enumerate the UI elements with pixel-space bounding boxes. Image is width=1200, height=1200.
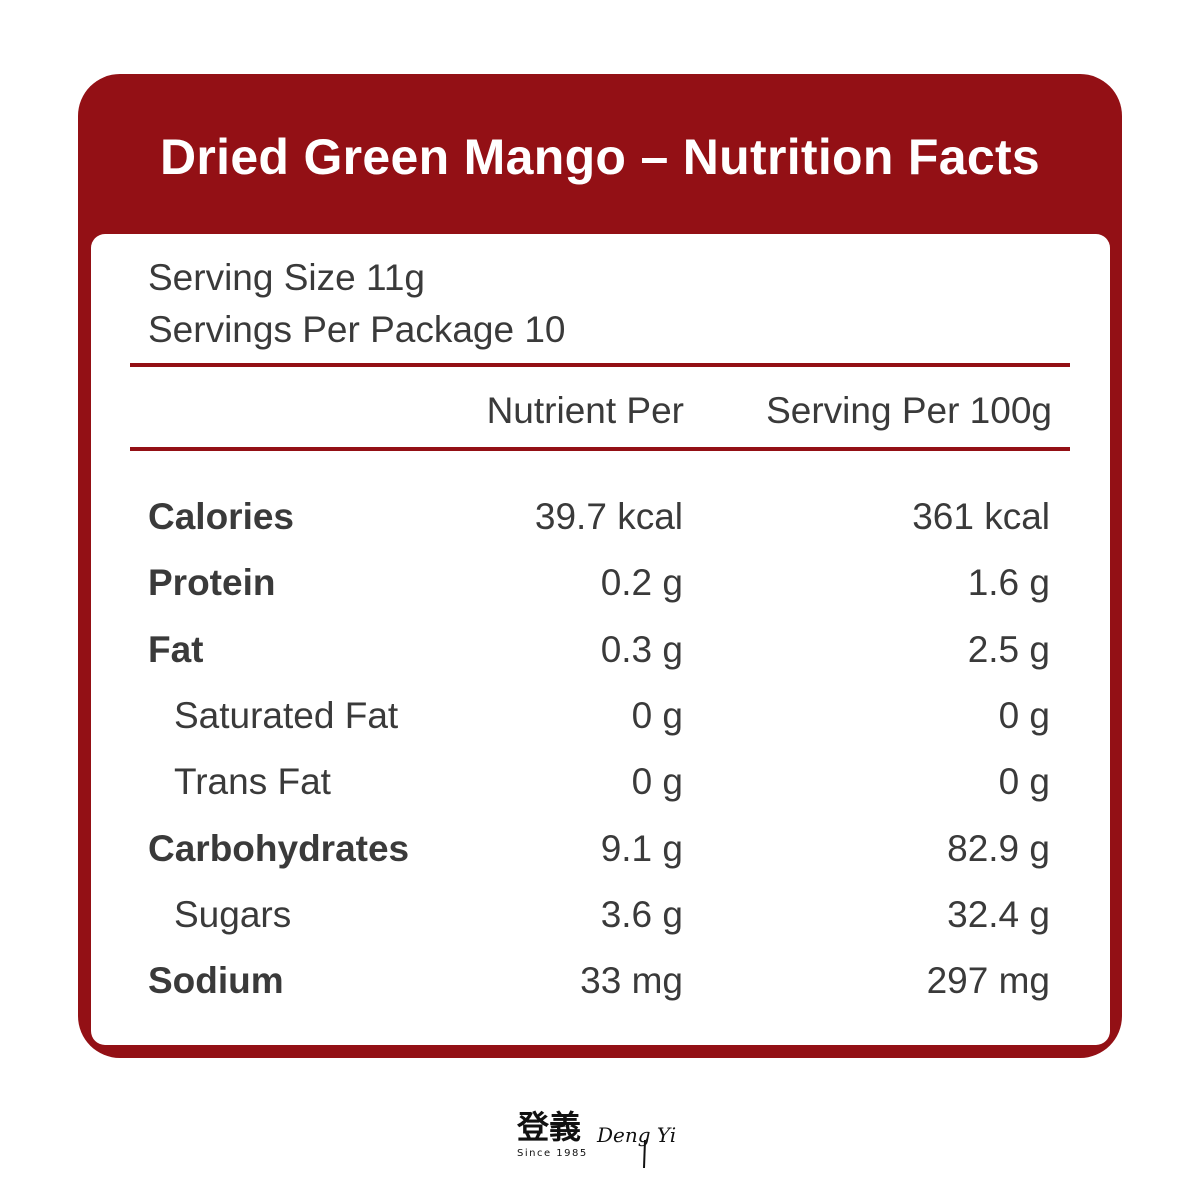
nutrient-per-100g: 0 g — [998, 694, 1050, 736]
logo-chinese: 登義 — [516, 1108, 581, 1146]
nutrient-per-serving: 0.2 g — [600, 562, 683, 604]
nutrient-per-100g: 0 g — [998, 761, 1050, 803]
servings-per-package: Servings Per Package 10 — [148, 309, 566, 350]
nutrient-per-serving: 0.3 g — [600, 628, 683, 670]
divider — [130, 447, 1070, 451]
logo-english: Deng Yi — [596, 1123, 676, 1147]
divider — [130, 363, 1070, 367]
column-header-per-100g: Serving Per 100g — [766, 390, 1052, 431]
nutrient-per-100g: 297 mg — [926, 960, 1050, 1002]
nutrition-panel — [91, 234, 1110, 1045]
column-header-per-serving: Nutrient Per — [486, 390, 684, 431]
page-title: Dried Green Mango – Nutrition Facts — [159, 129, 1041, 185]
nutrient-per-serving: 3.6 g — [600, 893, 683, 935]
nutrient-per-100g: 32.4 g — [947, 893, 1050, 935]
deng-yi-logo: 登義 Deng Yi Since 1985 — [516, 1108, 676, 1169]
nutrient-name: Sodium — [148, 960, 284, 1002]
nutrient-name: Calories — [148, 496, 295, 537]
nutrient-name: Carbohydrates — [148, 827, 410, 869]
nutrient-per-serving: 0 g — [631, 761, 683, 803]
nutrient-per-serving: 33 mg — [580, 960, 683, 1002]
logo-tagline: Since 1985 — [517, 1148, 588, 1159]
nutrient-name: Fat — [148, 628, 204, 670]
nutrient-name: Protein — [148, 562, 276, 604]
nutrient-per-100g: 1.6 g — [967, 562, 1050, 604]
nutrient-per-100g: 361 kcal — [912, 496, 1050, 537]
nutrient-per-serving: 9.1 g — [600, 827, 683, 869]
nutrient-name: Saturated Fat — [174, 694, 399, 736]
nutrient-name: Sugars — [174, 893, 292, 935]
nutrient-per-100g: 82.9 g — [947, 827, 1050, 869]
nutrient-per-serving: 0 g — [631, 694, 683, 736]
nutrient-per-100g: 2.5 g — [967, 628, 1050, 670]
nutrient-name: Trans Fat — [174, 761, 331, 803]
serving-size: Serving Size 11g — [148, 257, 425, 298]
nutrient-per-serving: 39.7 kcal — [534, 496, 683, 537]
